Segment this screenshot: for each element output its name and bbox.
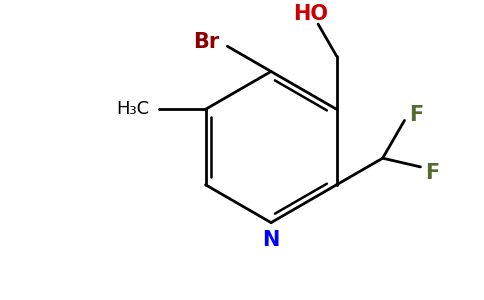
Text: F: F xyxy=(425,163,439,183)
Text: H₃C: H₃C xyxy=(116,100,149,118)
Text: F: F xyxy=(409,105,423,124)
Text: HO: HO xyxy=(293,4,328,24)
Text: Br: Br xyxy=(193,32,219,52)
Text: N: N xyxy=(262,230,280,250)
